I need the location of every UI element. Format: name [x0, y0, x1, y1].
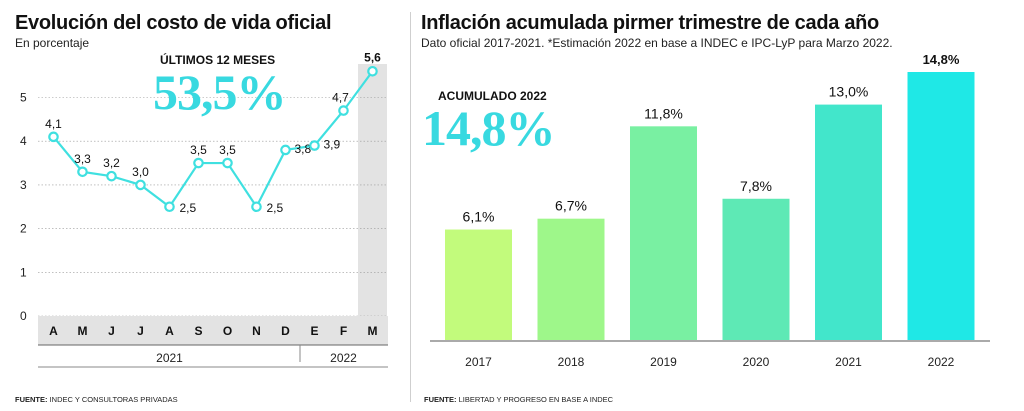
bar [537, 218, 605, 340]
x-tick-label: M [368, 324, 378, 338]
x-tick-label: O [223, 324, 232, 338]
data-label: 2,5 [180, 201, 197, 215]
left-source: FUENTE: INDEC Y CONSULTORAS PRIVADAS [15, 395, 178, 404]
left-chart-title: Evolución del costo de vida oficial [15, 12, 332, 34]
x-tick-label: J [137, 324, 144, 338]
panel-divider [410, 12, 411, 402]
data-label: 3,5 [219, 143, 236, 157]
bar [722, 198, 790, 340]
bar [815, 104, 882, 340]
data-label: 3,5 [190, 143, 207, 157]
data-point [251, 201, 262, 213]
x-tick-label: 2022 [928, 355, 955, 369]
data-point [222, 157, 233, 169]
x-tick-label: 2020 [743, 355, 770, 369]
x-tick-label: 2019 [650, 355, 677, 369]
highlight-band [358, 64, 387, 316]
data-label: 3,3 [74, 152, 91, 166]
year-group-label: 2022 [330, 351, 357, 365]
x-tick-label: A [165, 324, 174, 338]
y-tick-label: 3 [20, 178, 27, 192]
data-label: 4,1 [45, 117, 62, 131]
x-tick-label: 2021 [835, 355, 862, 369]
left-highlight-label: ÚLTIMOS 12 MESES [160, 52, 275, 67]
right-source: FUENTE: LIBERTAD Y PROGRESO EN BASE A IN… [424, 395, 614, 404]
data-label: 5,6 [364, 50, 381, 64]
data-label: 3,9 [324, 138, 341, 152]
right-highlight-value: 14,8% [422, 100, 555, 156]
right-chart-title: Inflación acumulada pirmer trimestre de … [421, 12, 879, 34]
x-tick-label: S [194, 324, 202, 338]
data-label: 3,0 [132, 165, 149, 179]
right-chart-subtitle: Dato oficial 2017-2021. *Estimación 2022… [421, 36, 893, 50]
bar-value-label: 11,8% [644, 105, 683, 121]
data-point [135, 179, 146, 191]
data-point [309, 140, 320, 151]
data-point [338, 105, 349, 116]
bar-value-label: 13,0% [829, 84, 869, 100]
year-group-label: 2021 [156, 351, 183, 365]
x-tick-label: A [49, 324, 58, 338]
x-tick-label: E [310, 324, 318, 338]
x-tick-label: N [252, 324, 261, 338]
y-tick-label: 5 [20, 91, 27, 105]
month-strip [38, 316, 388, 345]
data-point [367, 65, 378, 77]
bar-value-label: 7,8% [740, 178, 772, 194]
y-tick-label: 4 [20, 134, 27, 148]
data-point [77, 166, 88, 178]
bar [907, 72, 975, 340]
data-label: 3,8 [295, 142, 312, 156]
x-tick-label: 2018 [558, 355, 585, 369]
x-tick-label: J [108, 324, 115, 338]
bar [630, 126, 697, 340]
x-tick-label: D [281, 324, 290, 338]
bar-value-label: 14,8% [923, 52, 960, 67]
left-highlight-value: 53,5% [153, 64, 286, 120]
data-point [280, 144, 291, 156]
data-point [193, 157, 204, 169]
bar [445, 229, 512, 340]
x-tick-label: 2017 [465, 355, 492, 369]
data-label: 3,2 [103, 156, 120, 170]
data-label: 2,5 [267, 201, 284, 215]
y-tick-label: 0 [20, 309, 27, 323]
left-chart-subtitle: En porcentaje [15, 36, 90, 50]
bar-value-label: 6,7% [555, 198, 587, 214]
y-tick-label: 2 [20, 222, 27, 236]
y-tick-label: 1 [20, 265, 27, 279]
right-highlight-label: ACUMULADO 2022 [438, 89, 547, 103]
data-point [106, 170, 117, 182]
data-point [48, 131, 59, 143]
x-tick-label: M [78, 324, 88, 338]
bar-value-label: 6,1% [463, 209, 495, 225]
x-tick-label: F [340, 324, 347, 338]
data-point [164, 201, 175, 213]
data-label: 4,7 [332, 91, 349, 105]
